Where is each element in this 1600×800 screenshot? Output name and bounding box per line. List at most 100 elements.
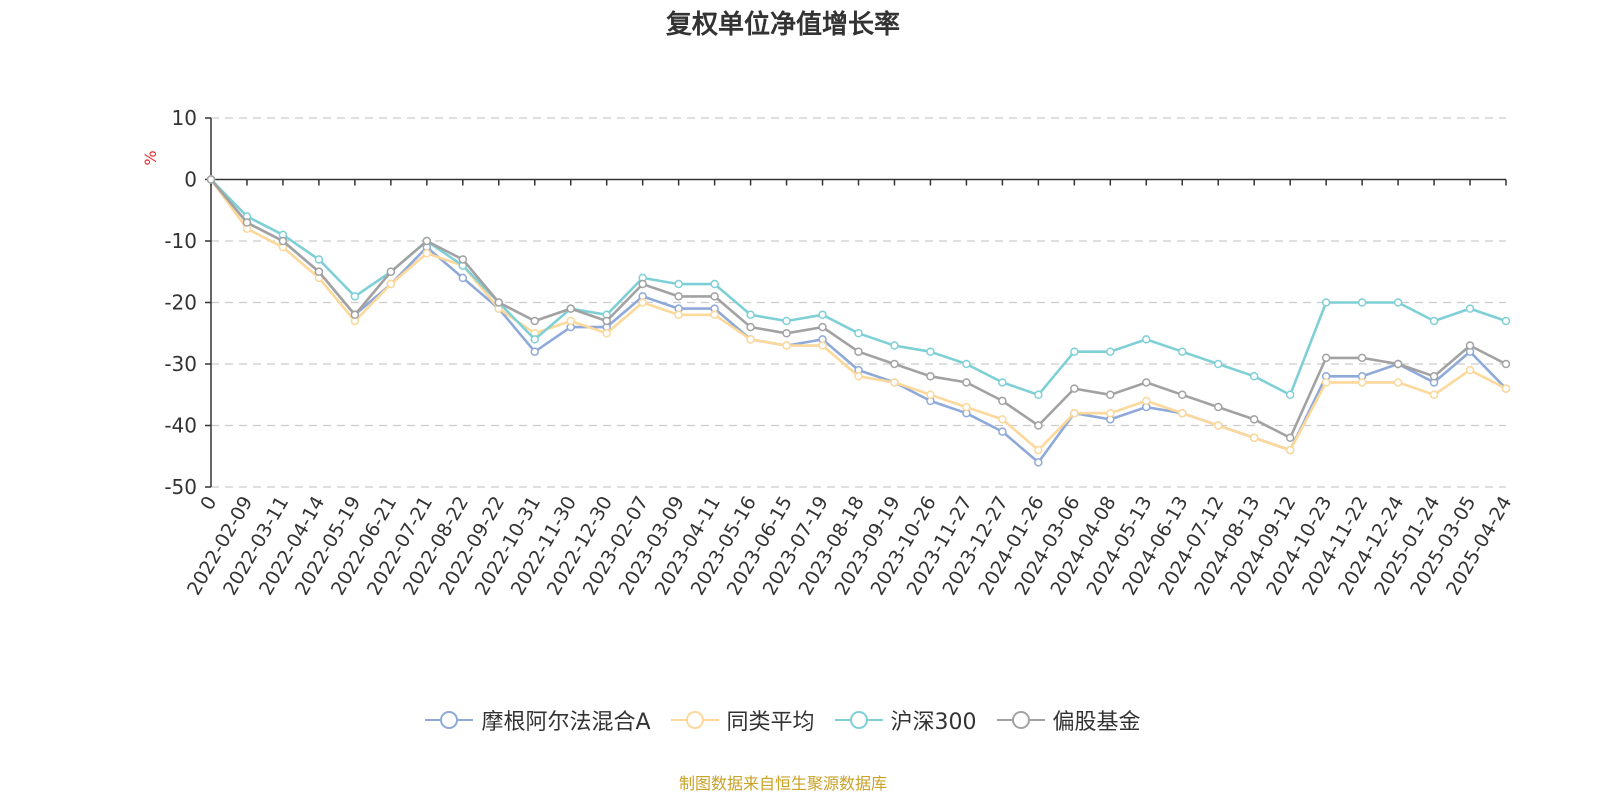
data-point-fund[interactable] bbox=[1034, 458, 1043, 467]
data-point-hs300[interactable] bbox=[962, 359, 971, 369]
data-point-fund[interactable] bbox=[530, 347, 539, 356]
data-point-equity[interactable] bbox=[566, 304, 575, 313]
data-point-equity[interactable] bbox=[458, 255, 468, 264]
data-point-peer[interactable] bbox=[1178, 408, 1187, 418]
data-point-equity[interactable] bbox=[386, 267, 396, 276]
data-point-equity[interactable] bbox=[1178, 390, 1187, 399]
data-point-peer[interactable] bbox=[386, 279, 396, 289]
data-point-equity[interactable] bbox=[206, 175, 216, 184]
data-point-peer[interactable] bbox=[890, 378, 899, 387]
data-point-equity[interactable] bbox=[638, 279, 647, 289]
data-point-peer[interactable] bbox=[782, 341, 791, 350]
data-point-hs300[interactable] bbox=[350, 292, 360, 301]
data-point-hs300[interactable] bbox=[1034, 390, 1043, 399]
data-point-fund[interactable] bbox=[998, 427, 1007, 436]
data-point-fund[interactable] bbox=[458, 273, 468, 283]
data-point-equity[interactable] bbox=[278, 236, 288, 246]
data-point-hs300[interactable] bbox=[1321, 298, 1331, 307]
legend-item-hs300[interactable]: 沪深300 bbox=[834, 704, 977, 736]
data-point-hs300[interactable] bbox=[926, 347, 935, 356]
legend-item-fund[interactable]: 摩根阿尔法混合A bbox=[425, 704, 651, 736]
data-point-equity[interactable] bbox=[1106, 390, 1115, 399]
data-point-peer[interactable] bbox=[818, 341, 827, 350]
data-point-hs300[interactable] bbox=[1106, 347, 1115, 356]
data-point-equity[interactable] bbox=[530, 316, 539, 326]
data-point-peer[interactable] bbox=[602, 329, 611, 338]
data-point-equity[interactable] bbox=[1034, 421, 1043, 430]
data-point-peer[interactable] bbox=[638, 298, 647, 307]
data-point-equity[interactable] bbox=[1465, 341, 1475, 350]
data-point-equity[interactable] bbox=[782, 329, 791, 338]
data-point-equity[interactable] bbox=[926, 372, 935, 381]
data-point-equity[interactable] bbox=[962, 378, 971, 387]
data-point-equity[interactable] bbox=[1249, 415, 1259, 424]
data-point-hs300[interactable] bbox=[1429, 316, 1439, 326]
data-point-equity[interactable] bbox=[1501, 359, 1511, 369]
data-point-hs300[interactable] bbox=[314, 255, 324, 264]
data-point-peer[interactable] bbox=[1465, 365, 1475, 375]
data-point-equity[interactable] bbox=[854, 347, 863, 356]
data-point-hs300[interactable] bbox=[746, 310, 755, 320]
data-point-equity[interactable] bbox=[1142, 378, 1151, 387]
data-point-equity[interactable] bbox=[494, 298, 504, 307]
data-point-peer[interactable] bbox=[1106, 408, 1115, 418]
data-point-hs300[interactable] bbox=[1285, 390, 1295, 399]
data-point-peer[interactable] bbox=[1142, 396, 1151, 406]
data-point-equity[interactable] bbox=[1357, 353, 1367, 363]
data-point-hs300[interactable] bbox=[782, 316, 791, 326]
data-point-equity[interactable] bbox=[1070, 384, 1079, 393]
data-point-peer[interactable] bbox=[962, 402, 971, 412]
data-point-hs300[interactable] bbox=[998, 378, 1007, 387]
data-point-hs300[interactable] bbox=[854, 329, 863, 338]
data-point-peer[interactable] bbox=[1321, 378, 1331, 387]
data-point-peer[interactable] bbox=[998, 415, 1007, 424]
data-point-peer[interactable] bbox=[422, 249, 432, 258]
data-point-hs300[interactable] bbox=[1213, 359, 1223, 369]
data-point-hs300[interactable] bbox=[1178, 347, 1187, 356]
data-point-hs300[interactable] bbox=[530, 335, 539, 344]
data-point-peer[interactable] bbox=[1393, 378, 1403, 387]
data-point-equity[interactable] bbox=[314, 267, 324, 276]
data-point-equity[interactable] bbox=[746, 322, 755, 332]
data-point-equity[interactable] bbox=[1429, 372, 1439, 381]
data-point-hs300[interactable] bbox=[818, 310, 827, 320]
data-point-hs300[interactable] bbox=[1249, 372, 1259, 381]
data-point-hs300[interactable] bbox=[890, 341, 899, 350]
data-point-peer[interactable] bbox=[1357, 378, 1367, 387]
data-point-equity[interactable] bbox=[674, 292, 683, 301]
data-point-hs300[interactable] bbox=[1142, 335, 1151, 344]
data-point-peer[interactable] bbox=[854, 372, 863, 381]
data-point-equity[interactable] bbox=[1285, 433, 1295, 443]
legend-item-equity[interactable]: 偏股基金 bbox=[996, 704, 1141, 736]
data-point-equity[interactable] bbox=[818, 322, 827, 332]
data-point-peer[interactable] bbox=[1249, 433, 1259, 443]
data-point-hs300[interactable] bbox=[1465, 304, 1475, 313]
data-point-peer[interactable] bbox=[746, 335, 755, 344]
data-point-peer[interactable] bbox=[1429, 390, 1439, 399]
data-point-peer[interactable] bbox=[1213, 421, 1223, 430]
data-point-hs300[interactable] bbox=[710, 279, 719, 289]
data-point-hs300[interactable] bbox=[1501, 316, 1511, 326]
data-point-equity[interactable] bbox=[422, 236, 432, 246]
data-point-equity[interactable] bbox=[1321, 353, 1331, 363]
data-point-equity[interactable] bbox=[890, 359, 899, 369]
data-point-hs300[interactable] bbox=[1357, 298, 1367, 307]
data-point-peer[interactable] bbox=[1034, 445, 1043, 455]
data-point-equity[interactable] bbox=[350, 310, 360, 320]
data-point-peer[interactable] bbox=[926, 390, 935, 399]
data-point-hs300[interactable] bbox=[674, 279, 683, 289]
data-point-hs300[interactable] bbox=[1070, 347, 1079, 356]
data-point-peer[interactable] bbox=[1070, 408, 1079, 418]
data-point-equity[interactable] bbox=[1213, 402, 1223, 412]
data-point-equity[interactable] bbox=[998, 396, 1007, 406]
data-point-peer[interactable] bbox=[1285, 445, 1295, 455]
legend-item-peer[interactable]: 同类平均 bbox=[670, 704, 815, 736]
data-point-equity[interactable] bbox=[242, 218, 252, 227]
data-point-equity[interactable] bbox=[1393, 359, 1403, 369]
data-point-peer[interactable] bbox=[674, 310, 683, 320]
data-point-hs300[interactable] bbox=[1393, 298, 1403, 307]
data-point-peer[interactable] bbox=[710, 310, 719, 320]
data-point-peer[interactable] bbox=[566, 316, 575, 326]
data-point-equity[interactable] bbox=[602, 316, 611, 326]
data-point-equity[interactable] bbox=[710, 292, 719, 301]
